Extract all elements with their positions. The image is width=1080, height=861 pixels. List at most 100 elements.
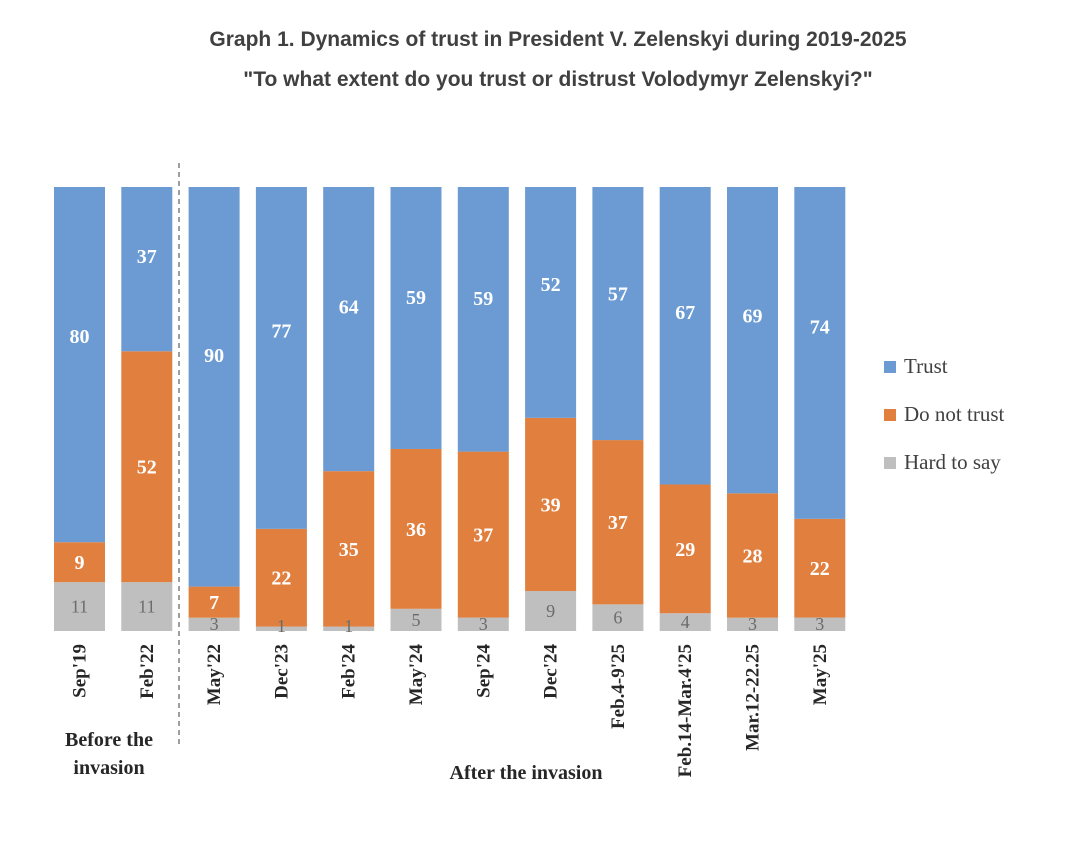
data-label-trust-sep-24: 59 [473, 288, 493, 310]
bar-hard-to-say-feb-14-mar-4-25 [659, 613, 711, 631]
data-label-hard-to-say-may-25: 3 [815, 614, 824, 634]
group-label-before-line1: Before the [65, 729, 153, 751]
bar-hard-to-say-may-24 [390, 608, 442, 631]
data-label-do-not-trust-may-22: 7 [209, 592, 219, 614]
bar-hard-to-say-dec-23 [255, 626, 307, 631]
chart-subtitle: "To what extent do you trust or distrust… [243, 68, 873, 91]
data-label-trust-feb-14-mar-4-25: 67 [675, 302, 695, 324]
bar-trust-may-22 [188, 187, 240, 587]
bar-do-not-trust-dec-24 [525, 417, 577, 592]
bar-do-not-trust-dec-23 [255, 528, 307, 627]
bar-do-not-trust-mar-12-22-25 [727, 493, 778, 618]
bar-do-not-trust-sep-19 [54, 542, 105, 583]
category-label-may-22: May'22 [204, 644, 225, 705]
chart-title: Graph 1. Dynamics of trust in President … [209, 28, 907, 51]
bar-do-not-trust-feb-24 [323, 471, 375, 627]
bar-trust-mar-12-22-25 [727, 187, 778, 494]
bar-hard-to-say-sep-19 [54, 582, 105, 631]
bar-hard-to-say-feb-22 [121, 582, 173, 631]
data-label-hard-to-say-dec-23: 1 [277, 616, 286, 636]
data-label-trust-may-25: 74 [810, 316, 830, 338]
data-label-hard-to-say-sep-19: 11 [71, 597, 88, 617]
legend-swatch-hard-to-say [884, 457, 896, 469]
segment-labels-layer: 1198011523737901227713564536593375993952… [70, 246, 830, 636]
bar-do-not-trust-may-25 [794, 518, 846, 618]
data-label-trust-dec-23: 77 [271, 321, 291, 343]
category-label-feb-4-9-25: Feb.4-9'25 [608, 644, 629, 729]
bar-trust-feb-22 [121, 187, 173, 352]
category-label-feb-22: Feb'22 [137, 644, 158, 699]
data-label-do-not-trust-feb-4-9-25: 37 [608, 512, 628, 534]
legend-label-trust: Trust [904, 354, 948, 378]
bar-hard-to-say-may-22 [188, 617, 240, 631]
bar-do-not-trust-feb-14-mar-4-25 [659, 484, 711, 614]
data-label-do-not-trust-feb-24: 35 [339, 539, 359, 561]
bar-hard-to-say-dec-24 [525, 591, 577, 631]
data-label-do-not-trust-feb-14-mar-4-25: 29 [675, 539, 695, 561]
data-label-hard-to-say-may-22: 3 [210, 614, 219, 634]
data-label-do-not-trust-feb-22: 52 [137, 457, 157, 479]
bars-layer [54, 187, 846, 631]
bar-trust-may-25 [794, 187, 846, 519]
group-label-after: After the invasion [450, 762, 603, 784]
data-label-hard-to-say-dec-24: 9 [546, 601, 555, 621]
group-label-before-line2: invasion [73, 757, 144, 779]
category-label-feb-14-mar-4-25: Feb.14-Mar.4'25 [675, 644, 696, 777]
data-label-hard-to-say-feb-24: 1 [344, 616, 353, 636]
bar-hard-to-say-feb-4-9-25 [592, 604, 644, 631]
bar-trust-dec-24 [525, 187, 577, 418]
data-label-do-not-trust-may-25: 22 [810, 558, 830, 580]
data-label-hard-to-say-mar-12-22-25: 3 [748, 614, 757, 634]
bar-hard-to-say-may-25 [794, 617, 846, 631]
data-label-do-not-trust-dec-24: 39 [541, 494, 561, 516]
data-label-trust-mar-12-22-25: 69 [743, 306, 763, 328]
category-label-may-24: May'24 [406, 644, 427, 706]
legend-swatch-trust [884, 361, 896, 373]
data-label-hard-to-say-feb-14-mar-4-25: 4 [681, 612, 690, 632]
bar-trust-feb-14-mar-4-25 [659, 187, 711, 485]
data-label-trust-sep-19: 80 [70, 326, 90, 348]
data-label-do-not-trust-sep-24: 37 [473, 525, 493, 547]
category-label-sep-24: Sep'24 [473, 644, 494, 698]
data-label-trust-feb-4-9-25: 57 [608, 283, 628, 305]
bar-hard-to-say-mar-12-22-25 [727, 617, 778, 631]
data-label-hard-to-say-may-24: 5 [412, 610, 421, 630]
bar-trust-dec-23 [255, 187, 307, 529]
category-labels-layer: Sep'19 Feb'22 May'22 Dec'23 Feb'24 May'24 Sep'… [70, 644, 831, 778]
data-label-trust-dec-24: 52 [541, 274, 561, 296]
data-label-trust-feb-22: 37 [137, 246, 157, 268]
data-label-trust-may-22: 90 [204, 345, 224, 367]
category-label-may-25: May'25 [810, 644, 831, 705]
bar-hard-to-say-sep-24 [457, 617, 509, 631]
category-label-mar-12-22-25: Mar.12-22.25 [743, 644, 764, 751]
bar-do-not-trust-may-24 [390, 448, 442, 609]
bar-do-not-trust-may-22 [188, 586, 240, 618]
bar-trust-sep-19 [54, 187, 105, 543]
bar-hard-to-say-feb-24 [323, 626, 375, 631]
category-label-sep-19: Sep'19 [70, 644, 91, 698]
category-label-feb-24: Feb'24 [339, 644, 360, 699]
bar-do-not-trust-feb-4-9-25 [592, 440, 644, 605]
data-label-hard-to-say-sep-24: 3 [479, 614, 488, 634]
legend-label-hard-to-say: Hard to say [904, 450, 1001, 474]
legend-swatch-do-not-trust [884, 409, 896, 421]
bar-do-not-trust-sep-24 [457, 451, 509, 618]
bar-trust-feb-4-9-25 [592, 187, 644, 441]
bar-trust-feb-24 [323, 187, 375, 472]
legend-label-do-not-trust: Do not trust [904, 402, 1005, 426]
bar-trust-may-24 [390, 187, 442, 449]
category-label-dec-23: Dec'23 [271, 644, 292, 699]
data-label-do-not-trust-may-24: 36 [406, 519, 426, 541]
data-label-do-not-trust-dec-23: 22 [271, 568, 291, 590]
bar-trust-sep-24 [457, 187, 509, 452]
category-label-dec-24: Dec'24 [541, 644, 562, 699]
data-label-hard-to-say-feb-22: 11 [138, 597, 155, 617]
data-label-do-not-trust-mar-12-22-25: 28 [743, 546, 763, 568]
bar-do-not-trust-feb-22 [121, 351, 173, 583]
data-label-do-not-trust-sep-19: 9 [75, 552, 85, 574]
data-label-hard-to-say-feb-4-9-25: 6 [613, 608, 622, 628]
data-label-trust-may-24: 59 [406, 287, 426, 309]
legend: Trust Do not trust Hard to say [884, 354, 1005, 474]
data-label-trust-feb-24: 64 [339, 296, 359, 318]
